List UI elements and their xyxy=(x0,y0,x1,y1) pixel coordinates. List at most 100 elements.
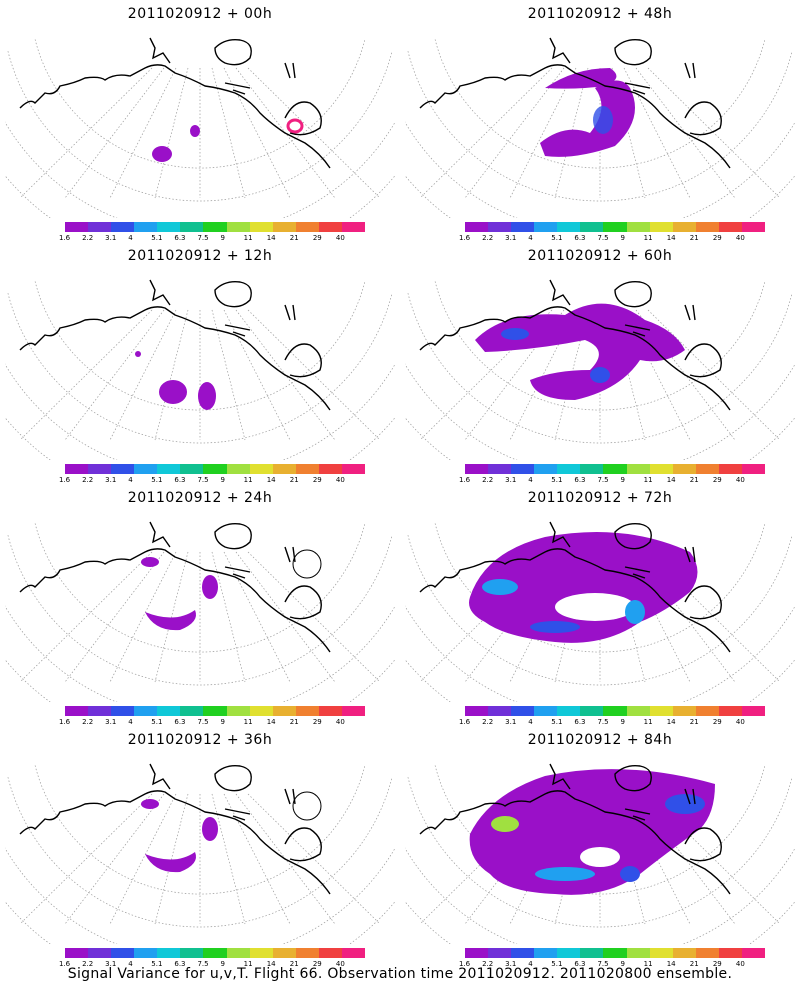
colorbar-swatch xyxy=(465,706,489,716)
forecast-panel: 2011020912 + 48h 1.6 2.2 3.1 4 5.1 6.3 7.5 9 11 14… xyxy=(405,0,795,245)
coastlines xyxy=(19,37,331,169)
colorbar-swatch xyxy=(272,222,296,232)
figure-caption: Signal Variance for u,v,T. Flight 66. Ob… xyxy=(67,966,733,982)
colorbar-swatch xyxy=(88,222,112,232)
colorbar-swatch xyxy=(488,222,512,232)
colorbar-swatch xyxy=(111,948,135,958)
colorbar-label: 29 xyxy=(712,718,722,726)
panel-title: 2011020912 + 36h xyxy=(127,732,273,748)
colorbar-label: 7.5 xyxy=(597,234,609,242)
colorbar-label: 29 xyxy=(312,234,322,242)
colorbar-swatch xyxy=(603,948,627,958)
colorbar-swatch xyxy=(741,222,766,232)
colorbar-swatch xyxy=(180,706,204,716)
colorbar-swatch xyxy=(488,464,512,474)
signal-field xyxy=(540,68,635,157)
colorbar-swatch xyxy=(741,706,766,716)
colorbar-labels: 1.6 2.2 3.1 4 5.1 6.3 7.5 9 11 14 21 29 40 xyxy=(459,960,771,970)
colorbar-swatch xyxy=(718,222,742,232)
colorbar-swatch xyxy=(718,706,742,716)
colorbar-label: 3.1 xyxy=(505,234,517,242)
colorbar-swatch xyxy=(88,464,112,474)
colorbar-swatch xyxy=(111,222,135,232)
colorbar-label: 6.3 xyxy=(174,718,186,726)
colorbar-swatch xyxy=(226,948,250,958)
colorbar-label: 7.5 xyxy=(597,718,609,726)
colorbar-swatch xyxy=(741,948,766,958)
colorbar-swatch xyxy=(557,222,581,232)
colorbar-swatch xyxy=(718,948,742,958)
colorbar-label: 11 xyxy=(243,960,253,968)
panel-title: 2011020912 + 48h xyxy=(527,6,673,22)
colorbar-label: 29 xyxy=(712,476,722,484)
polar-map xyxy=(5,279,395,460)
signal-field xyxy=(475,303,685,400)
colorbar-label: 21 xyxy=(289,234,299,242)
colorbar-label: 21 xyxy=(689,960,699,968)
colorbar-labels: 1.6 2.2 3.1 4 5.1 6.3 7.5 9 11 14 21 29 40 xyxy=(459,234,771,244)
colorbar-swatch xyxy=(534,706,558,716)
coastlines xyxy=(419,521,731,653)
colorbar-swatch xyxy=(272,706,296,716)
colorbar xyxy=(465,464,766,474)
panel-title: 2011020912 + 84h xyxy=(527,732,673,748)
colorbar-label: 40 xyxy=(735,234,745,242)
colorbar-label: 3.1 xyxy=(105,960,117,968)
colorbar-label: 14 xyxy=(266,960,276,968)
polar-map xyxy=(5,521,395,702)
forecast-panel: 2011020912 + 12h 1.6 2.2 3.1 4 5.1 6.3 7.5 9 11 14… xyxy=(5,242,395,487)
colorbar-swatch xyxy=(134,706,158,716)
colorbar-label: 2.2 xyxy=(482,234,494,242)
colorbar-label: 7.5 xyxy=(597,960,609,968)
colorbar-swatch xyxy=(626,464,650,474)
forecast-panel: 2011020912 + 24h 1.6 2.2 3.1 4 5.1 6.3 7.5 9 11 14… xyxy=(5,484,395,729)
colorbar-swatch xyxy=(672,222,696,232)
colorbar-label: 3.1 xyxy=(105,718,117,726)
colorbar-label: 40 xyxy=(335,960,345,968)
colorbar-label: 4 xyxy=(528,476,533,484)
colorbar xyxy=(465,948,766,958)
coastlines xyxy=(19,521,331,653)
panel-title: 2011020912 + 60h xyxy=(527,248,673,264)
colorbar-label: 14 xyxy=(666,718,676,726)
colorbar-swatch xyxy=(203,222,227,232)
colorbar-label: 2.2 xyxy=(482,718,494,726)
colorbar-swatch xyxy=(180,948,204,958)
colorbar-swatch xyxy=(626,222,650,232)
colorbar-swatch xyxy=(695,948,719,958)
colorbar-label: 4 xyxy=(528,718,533,726)
colorbar-swatch xyxy=(295,222,319,232)
colorbar-label: 5.1 xyxy=(151,476,163,484)
colorbar-swatch xyxy=(203,948,227,958)
colorbar-label: 29 xyxy=(312,476,322,484)
colorbar-swatch xyxy=(695,222,719,232)
colorbar-label: 1.6 xyxy=(59,234,71,242)
colorbar-label: 7.5 xyxy=(197,476,209,484)
graticule xyxy=(5,281,395,460)
signal-field xyxy=(135,351,216,410)
colorbar-swatch xyxy=(88,948,112,958)
colorbar-swatch xyxy=(157,706,181,716)
coastlines xyxy=(419,763,731,895)
colorbar-swatch xyxy=(465,222,489,232)
colorbar-label: 11 xyxy=(643,234,653,242)
colorbar-swatch xyxy=(341,222,366,232)
colorbar-swatch xyxy=(580,948,604,958)
colorbar-swatch xyxy=(557,464,581,474)
colorbar-label: 5.1 xyxy=(551,718,563,726)
colorbar-label: 4 xyxy=(528,234,533,242)
colorbar-label: 6.3 xyxy=(174,234,186,242)
colorbar-label: 2.2 xyxy=(82,960,94,968)
colorbar-swatch xyxy=(534,948,558,958)
colorbar-swatch xyxy=(534,464,558,474)
colorbar-label: 9 xyxy=(220,718,225,726)
colorbar-labels: 1.6 2.2 3.1 4 5.1 6.3 7.5 9 11 14 21 29 40 xyxy=(59,718,371,728)
colorbar-label: 6.3 xyxy=(574,960,586,968)
colorbar-swatch xyxy=(603,222,627,232)
colorbar-label: 3.1 xyxy=(505,960,517,968)
panel-title: 2011020912 + 12h xyxy=(127,248,273,264)
colorbar-swatch xyxy=(580,464,604,474)
colorbar-swatch xyxy=(226,464,250,474)
colorbar-swatch xyxy=(626,948,650,958)
colorbar-swatch xyxy=(341,948,366,958)
